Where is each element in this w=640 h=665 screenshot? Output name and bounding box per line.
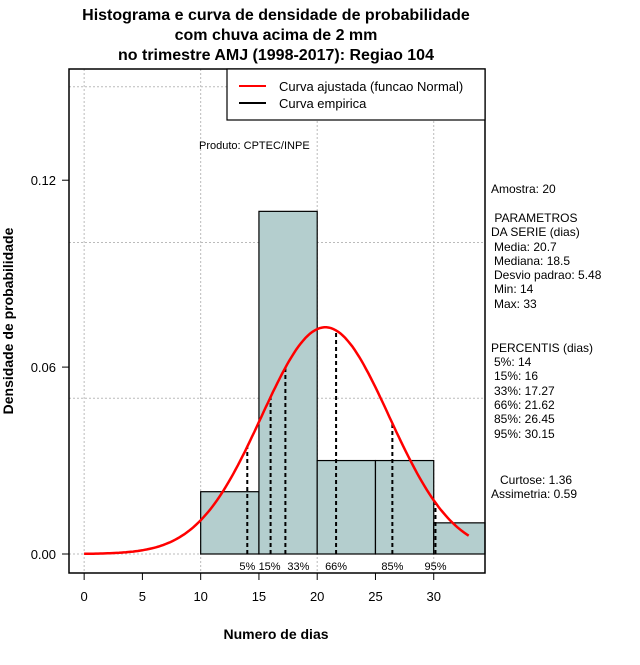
param-mediana: Mediana: 18.5 bbox=[494, 254, 570, 268]
x-axis: 0 5 10 15 20 25 30 bbox=[81, 572, 441, 604]
assimetria: Assimetria: 0.59 bbox=[491, 487, 577, 501]
percentile-labels: 5% 15% 33% 66% 85% 95% bbox=[239, 561, 446, 573]
chart-title-line-2: com chuva acima de 2 mm bbox=[175, 27, 378, 44]
x-tick-label: 30 bbox=[426, 589, 440, 604]
histogram-bar bbox=[374, 459, 435, 555]
side-panel: Amostra: 20 PARAMETROS DA SERIE (dias) M… bbox=[491, 182, 602, 501]
percentile-label: 15% bbox=[259, 561, 281, 573]
percentis-title: PERCENTIS (dias) bbox=[491, 341, 593, 355]
product-annotation: Produto: CPTEC/INPE bbox=[199, 140, 310, 152]
percentile-label: 33% bbox=[287, 561, 309, 573]
curtose: Curtose: 1.36 bbox=[500, 473, 572, 487]
histogram-bar bbox=[200, 491, 260, 555]
x-tick-label: 20 bbox=[310, 589, 324, 604]
y-axis: 0.00 0.06 0.12 bbox=[31, 173, 70, 562]
legend: Curva ajustada (funcao Normal) Curva emp… bbox=[226, 68, 486, 121]
percentil-95: 95%: 30.15 bbox=[494, 427, 555, 441]
params-title: PARAMETROS bbox=[491, 211, 577, 225]
histogram-bar bbox=[258, 210, 318, 555]
x-tick-label: 5 bbox=[139, 589, 146, 604]
y-tick-label: 0.12 bbox=[31, 173, 56, 188]
percentil-66: 66%: 21.62 bbox=[494, 398, 555, 412]
param-max: Max: 33 bbox=[494, 297, 537, 311]
x-tick-label: 10 bbox=[193, 589, 207, 604]
param-desvio: Desvio padrao: 5.48 bbox=[494, 268, 602, 282]
x-axis-label: Numero de dias bbox=[223, 626, 328, 642]
y-axis-label: Densidade de probabilidade bbox=[0, 227, 16, 414]
legend-label-fitted: Curva ajustada (funcao Normal) bbox=[279, 79, 463, 94]
percentil-85: 85%: 26.45 bbox=[494, 412, 555, 426]
percentil-5: 5%: 14 bbox=[494, 355, 532, 369]
percentile-label: 85% bbox=[381, 561, 403, 573]
chart-title-line-3: no trimestre AMJ (1998-2017): Regiao 104 bbox=[118, 47, 434, 64]
histogram-bar bbox=[316, 459, 377, 555]
percentil-33: 33%: 17.27 bbox=[494, 384, 555, 398]
percentile-label: 95% bbox=[424, 561, 446, 573]
y-tick-label: 0.06 bbox=[31, 360, 56, 375]
legend-label-empirical: Curva empirica bbox=[279, 96, 367, 111]
percentil-15: 15%: 16 bbox=[494, 369, 538, 383]
percentile-label: 66% bbox=[325, 561, 347, 573]
percentile-lines bbox=[246, 330, 437, 554]
param-media: Media: 20.7 bbox=[494, 240, 557, 254]
param-min: Min: 14 bbox=[494, 282, 534, 296]
percentile-label: 5% bbox=[239, 561, 255, 573]
x-tick-label: 15 bbox=[252, 589, 266, 604]
sample-size: Amostra: 20 bbox=[491, 182, 556, 196]
params-subtitle: DA SERIE (dias) bbox=[491, 225, 580, 239]
chart-title-line-1: Histograma e curva de densidade de proba… bbox=[82, 7, 470, 24]
normal-curve-line bbox=[84, 326, 470, 556]
x-tick-label: 0 bbox=[81, 589, 88, 604]
histogram-bars bbox=[200, 210, 486, 555]
y-tick-label: 0.00 bbox=[31, 547, 56, 562]
x-tick-label: 25 bbox=[368, 589, 382, 604]
